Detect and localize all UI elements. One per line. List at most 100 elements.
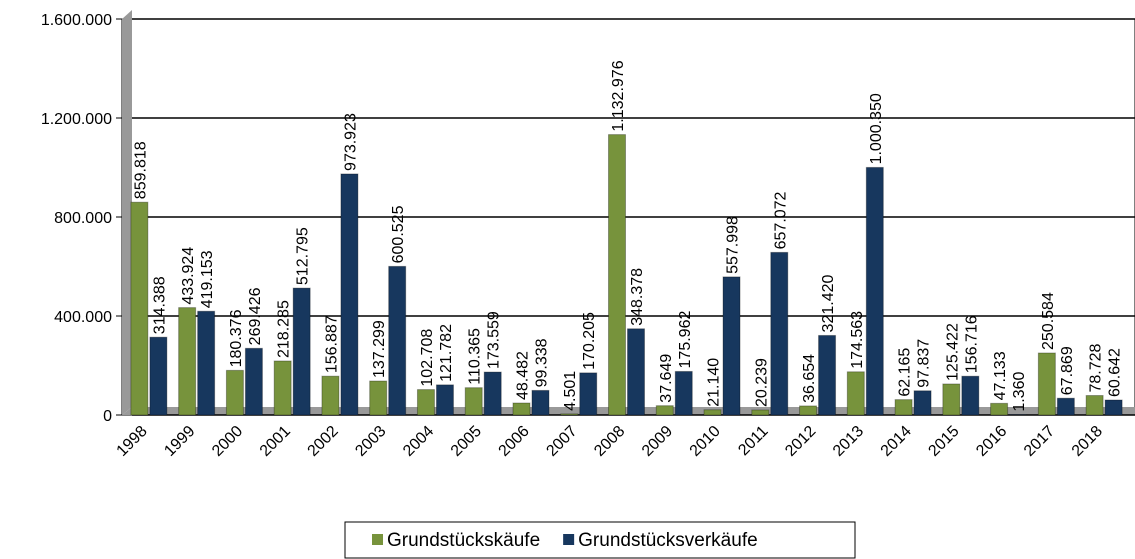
value-label: 125.422 bbox=[944, 323, 961, 381]
legend-swatch bbox=[563, 534, 575, 545]
bar bbox=[292, 287, 311, 416]
x-tick-label: 1998 bbox=[114, 423, 151, 460]
value-label: 36.654 bbox=[801, 354, 818, 403]
value-label: 657.072 bbox=[772, 191, 789, 249]
value-label: 600.525 bbox=[390, 205, 407, 263]
y-tick-label: 0 bbox=[103, 408, 112, 425]
bar bbox=[961, 375, 980, 416]
value-label: 348.378 bbox=[629, 268, 646, 326]
value-label: 156.716 bbox=[963, 315, 980, 373]
legend-swatch bbox=[372, 534, 383, 545]
value-label: 1.132.976 bbox=[610, 60, 627, 131]
value-label: 314.388 bbox=[151, 276, 168, 334]
value-label: 62.165 bbox=[897, 348, 914, 397]
value-label: 4.501 bbox=[562, 371, 579, 411]
y-tick-label: 400.000 bbox=[54, 309, 112, 326]
y-tick-label: 1.200.000 bbox=[41, 111, 112, 128]
value-label: 78.728 bbox=[1088, 343, 1105, 392]
value-label: 20.239 bbox=[753, 358, 770, 407]
y-tick-label: 800.000 bbox=[54, 210, 112, 227]
bar bbox=[531, 389, 550, 416]
legend-label: Grundstückskäufe bbox=[387, 530, 540, 551]
value-label: 60.642 bbox=[1107, 348, 1124, 397]
bar bbox=[579, 372, 598, 416]
value-label: 173.559 bbox=[486, 311, 503, 369]
x-tick-label: 2016 bbox=[973, 423, 1010, 460]
bar bbox=[435, 384, 454, 416]
x-tick-label: 2014 bbox=[878, 423, 915, 460]
value-label: 37.649 bbox=[658, 354, 675, 403]
value-label: 102.708 bbox=[419, 329, 436, 387]
x-tick-label: 1999 bbox=[161, 423, 198, 460]
x-tick-label: 2004 bbox=[400, 423, 437, 460]
bar bbox=[273, 360, 292, 416]
bar bbox=[130, 201, 149, 416]
bar bbox=[751, 409, 770, 416]
x-tick-label: 2013 bbox=[830, 423, 867, 460]
x-tick-label: 2001 bbox=[257, 423, 294, 460]
bar bbox=[627, 328, 645, 416]
x-tick-label: 2015 bbox=[925, 423, 962, 460]
bar bbox=[818, 334, 837, 416]
bar bbox=[608, 134, 626, 416]
value-label: 218.285 bbox=[276, 300, 293, 358]
value-label: 419.153 bbox=[199, 250, 216, 308]
bar bbox=[340, 173, 359, 416]
bar bbox=[674, 370, 693, 416]
value-label: 99.338 bbox=[533, 338, 550, 387]
bar bbox=[894, 399, 913, 416]
bar bbox=[225, 369, 244, 416]
bar bbox=[703, 409, 722, 416]
bar bbox=[846, 371, 865, 416]
value-label: 269.426 bbox=[247, 287, 264, 345]
value-label: 321.420 bbox=[820, 275, 837, 333]
x-tick-label: 2011 bbox=[735, 423, 771, 459]
bar bbox=[560, 413, 579, 416]
x-tick-label: 2008 bbox=[591, 423, 628, 460]
value-label: 110.365 bbox=[467, 328, 484, 385]
value-label: 433.924 bbox=[180, 247, 197, 305]
bar bbox=[799, 405, 818, 416]
bar bbox=[865, 166, 884, 416]
x-tick-label: 2003 bbox=[352, 423, 389, 460]
value-label: 170.205 bbox=[581, 312, 598, 370]
value-label: 48.482 bbox=[514, 351, 531, 400]
bar bbox=[1085, 395, 1104, 416]
bar bbox=[483, 371, 502, 416]
bar bbox=[770, 251, 789, 416]
bar bbox=[197, 310, 216, 416]
bar bbox=[722, 276, 741, 416]
value-label: 180.376 bbox=[228, 309, 245, 367]
bar bbox=[1056, 397, 1075, 416]
x-tick-label: 2010 bbox=[687, 423, 724, 460]
value-label: 121.782 bbox=[438, 324, 455, 382]
x-tick-label: 2012 bbox=[782, 423, 819, 460]
value-label: 250.584 bbox=[1040, 292, 1057, 350]
bar bbox=[1104, 399, 1123, 416]
legend-label: Grundstücksverkäufe bbox=[578, 530, 758, 551]
value-label: 512.795 bbox=[295, 227, 312, 285]
bar bbox=[416, 389, 435, 416]
side-wall bbox=[122, 10, 132, 415]
value-label: 1.360 bbox=[1011, 372, 1028, 412]
value-label: 137.299 bbox=[371, 320, 388, 378]
value-label: 557.998 bbox=[725, 216, 742, 274]
bar bbox=[464, 387, 483, 416]
x-tick-label: 2002 bbox=[305, 423, 342, 460]
x-tick-label: 2009 bbox=[639, 423, 676, 460]
bar bbox=[244, 347, 263, 416]
bar bbox=[512, 402, 531, 416]
value-label: 67.869 bbox=[1059, 346, 1076, 395]
x-tick-label: 2017 bbox=[1021, 423, 1058, 460]
value-label: 859.818 bbox=[132, 141, 149, 199]
bar bbox=[388, 265, 407, 416]
value-label: 21.140 bbox=[706, 358, 723, 407]
value-label: 175.962 bbox=[677, 311, 694, 369]
bar bbox=[913, 390, 932, 416]
x-tick-label: 2018 bbox=[1069, 423, 1106, 460]
bar bbox=[178, 307, 197, 416]
bar bbox=[1037, 352, 1056, 416]
bar bbox=[149, 336, 168, 416]
bar bbox=[321, 375, 340, 416]
